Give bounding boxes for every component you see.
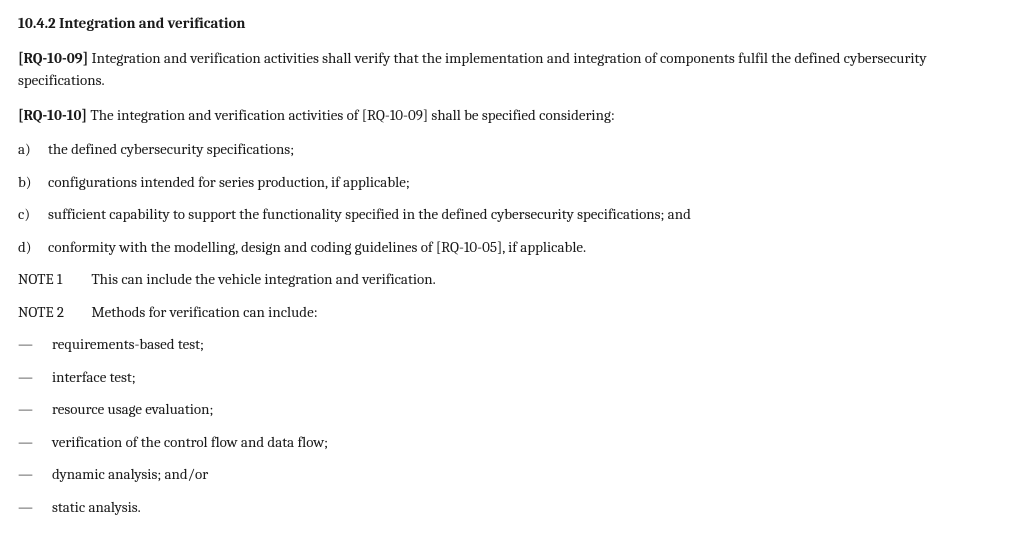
note-label: NOTE 2: [18, 301, 88, 324]
list-marker: c): [18, 203, 48, 226]
list-item-c: c) sufficient capability to support the …: [18, 203, 1006, 226]
dash-icon: —: [18, 366, 52, 389]
list-item: — resource usage evaluation;: [18, 398, 1006, 421]
note-label: NOTE 1: [18, 268, 88, 291]
dash-icon: —: [18, 398, 52, 421]
note-text: Methods for verification can include:: [91, 303, 317, 321]
list-marker: b): [18, 171, 48, 194]
method-text: resource usage evaluation;: [52, 398, 213, 421]
list-item: — dynamic analysis; and/or: [18, 463, 1006, 486]
list-marker: a): [18, 138, 48, 161]
dash-icon: —: [18, 496, 52, 519]
list-item: — requirements-based test;: [18, 333, 1006, 356]
list-text: the defined cybersecurity specifications…: [48, 138, 294, 161]
consideration-list: a) the defined cybersecurity specificati…: [18, 138, 1006, 258]
dash-icon: —: [18, 463, 52, 486]
note-2: NOTE 2 Methods for verification can incl…: [18, 301, 1006, 324]
method-text: static analysis.: [52, 496, 141, 519]
list-item-d: d) conformity with the modelling, design…: [18, 236, 1006, 259]
requirement-id: [RQ-10-09]: [18, 49, 88, 67]
list-text: conformity with the modelling, design an…: [48, 236, 586, 259]
requirement-text: Integration and verification activities …: [18, 49, 927, 90]
requirement-rq-10-10: [RQ-10-10] The integration and verificat…: [18, 104, 1006, 127]
dash-icon: —: [18, 431, 52, 454]
list-item-a: a) the defined cybersecurity specificati…: [18, 138, 1006, 161]
note-text: This can include the vehicle integration…: [91, 270, 435, 288]
dash-icon: —: [18, 333, 52, 356]
method-text: verification of the control flow and dat…: [52, 431, 328, 454]
section-heading: 10.4.2 Integration and verification: [18, 12, 1006, 35]
list-item-b: b) configurations intended for series pr…: [18, 171, 1006, 194]
list-item: — static analysis.: [18, 496, 1006, 519]
list-text: configurations intended for series produ…: [48, 171, 410, 194]
note-1: NOTE 1 This can include the vehicle inte…: [18, 268, 1006, 291]
method-text: interface test;: [52, 366, 136, 389]
methods-list: — requirements-based test; — interface t…: [18, 333, 1006, 518]
method-text: requirements-based test;: [52, 333, 204, 356]
list-text: sufficient capability to support the fun…: [48, 203, 691, 226]
list-marker: d): [18, 236, 48, 259]
requirement-text: The integration and verification activit…: [87, 106, 615, 124]
requirement-id: [RQ-10-10]: [18, 106, 87, 124]
method-text: dynamic analysis; and/or: [52, 463, 208, 486]
list-item: — interface test;: [18, 366, 1006, 389]
list-item: — verification of the control flow and d…: [18, 431, 1006, 454]
requirement-rq-10-09: [RQ-10-09] Integration and verification …: [18, 47, 1006, 92]
